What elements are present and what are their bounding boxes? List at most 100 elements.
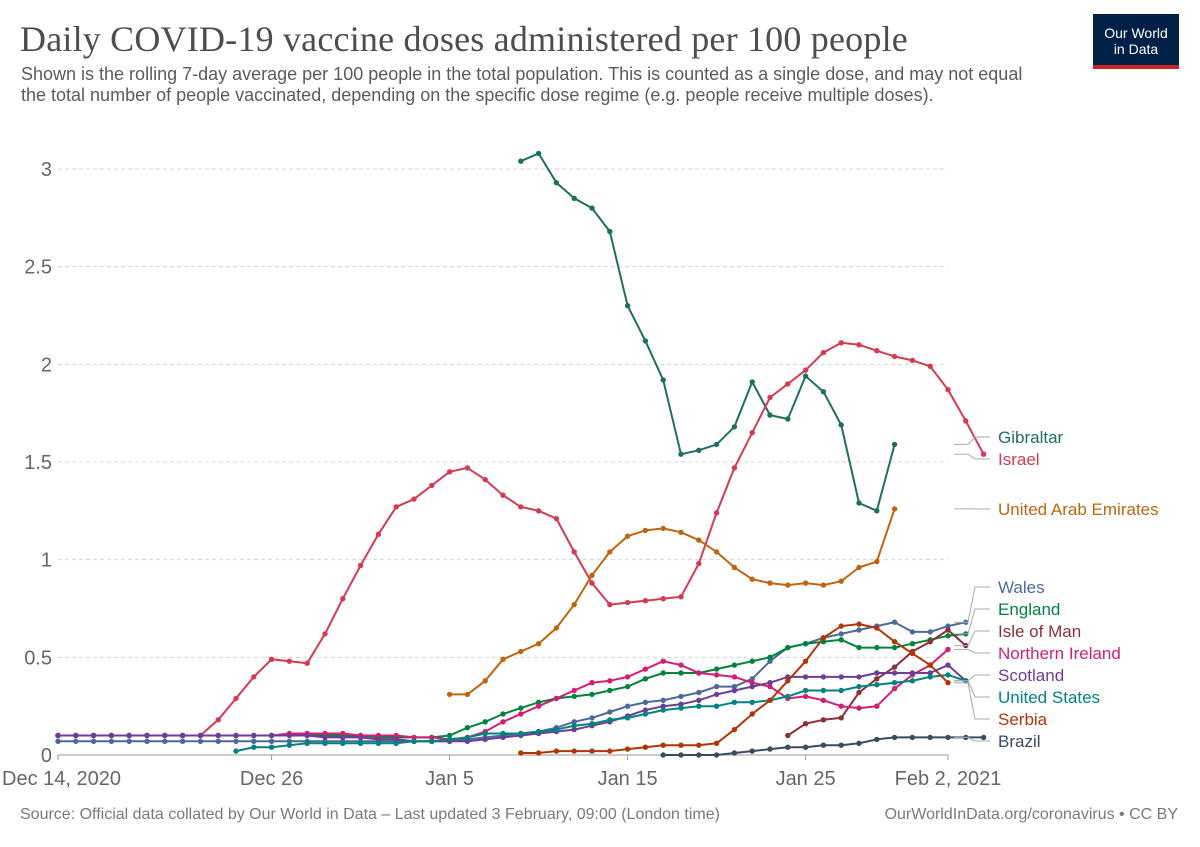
data-point[interactable] [945, 680, 951, 686]
data-point[interactable] [108, 738, 115, 744]
data-point[interactable] [696, 447, 702, 453]
series-label[interactable]: Brazil [998, 732, 1041, 751]
data-point[interactable] [304, 660, 310, 666]
data-point[interactable] [749, 748, 755, 754]
data-point[interactable] [785, 381, 791, 387]
data-point[interactable] [927, 363, 933, 369]
data-point[interactable] [393, 736, 399, 743]
data-point[interactable] [927, 629, 933, 635]
data-point[interactable] [535, 750, 542, 756]
data-point[interactable] [375, 740, 382, 746]
data-point[interactable] [909, 734, 916, 741]
data-point[interactable] [785, 732, 791, 739]
data-point[interactable] [607, 748, 613, 754]
data-point[interactable] [464, 691, 471, 698]
data-point[interactable] [571, 601, 577, 608]
data-point[interactable] [233, 748, 239, 754]
data-point[interactable] [820, 697, 827, 703]
data-point[interactable] [268, 744, 275, 750]
data-point[interactable] [856, 621, 862, 627]
data-point[interactable] [838, 623, 844, 629]
data-point[interactable] [215, 732, 221, 739]
data-point[interactable] [642, 338, 649, 344]
data-point[interactable] [144, 732, 150, 739]
series-line-england[interactable] [58, 632, 966, 739]
series-label[interactable]: Isle of Man [998, 622, 1081, 641]
data-point[interactable] [607, 709, 613, 715]
data-point[interactable] [500, 730, 506, 737]
data-point[interactable] [802, 580, 809, 586]
data-point[interactable] [642, 699, 649, 705]
data-point[interactable] [927, 670, 933, 676]
data-point[interactable] [767, 658, 773, 664]
data-point[interactable] [802, 674, 809, 680]
data-point[interactable] [891, 619, 898, 625]
data-point[interactable] [482, 678, 488, 684]
data-point[interactable] [375, 732, 382, 739]
data-point[interactable] [678, 742, 684, 748]
data-point[interactable] [251, 744, 257, 750]
data-point[interactable] [268, 732, 275, 739]
data-point[interactable] [713, 666, 720, 672]
data-point[interactable] [553, 726, 560, 733]
data-point[interactable] [660, 377, 666, 383]
data-point[interactable] [891, 441, 898, 448]
data-point[interactable] [945, 734, 951, 741]
data-point[interactable] [696, 752, 702, 758]
data-point[interactable] [767, 412, 773, 418]
data-point[interactable] [678, 752, 684, 758]
data-point[interactable] [980, 451, 987, 457]
data-point[interactable] [767, 680, 773, 686]
data-point[interactable] [713, 691, 720, 698]
data-point[interactable] [856, 644, 862, 651]
data-point[interactable] [838, 578, 844, 584]
data-point[interactable] [749, 711, 755, 717]
data-point[interactable] [838, 687, 844, 694]
data-point[interactable] [589, 572, 595, 578]
data-point[interactable] [518, 730, 524, 737]
data-point[interactable] [749, 699, 755, 705]
data-point[interactable] [411, 734, 417, 741]
data-point[interactable] [429, 738, 435, 744]
series-line-gibraltar[interactable] [520, 152, 896, 512]
data-point[interactable] [268, 656, 275, 662]
data-point[interactable] [678, 670, 684, 676]
data-point[interactable] [642, 666, 649, 672]
data-point[interactable] [322, 631, 328, 637]
data-point[interactable] [55, 738, 61, 744]
data-point[interactable] [535, 641, 542, 647]
series-line-scotland[interactable] [58, 664, 967, 743]
data-point[interactable] [927, 734, 933, 741]
data-point[interactable] [589, 580, 595, 586]
data-point[interactable] [322, 730, 328, 737]
data-point[interactable] [304, 740, 310, 746]
data-point[interactable] [927, 662, 933, 668]
data-point[interactable] [642, 527, 649, 534]
data-point[interactable] [589, 721, 595, 727]
data-point[interactable] [340, 740, 346, 746]
data-point[interactable] [607, 717, 613, 723]
data-point[interactable] [518, 711, 524, 717]
data-point[interactable] [891, 664, 898, 670]
data-point[interactable] [891, 680, 898, 686]
data-point[interactable] [73, 732, 79, 739]
data-point[interactable] [571, 195, 577, 201]
data-point[interactable] [713, 703, 720, 709]
data-point[interactable] [838, 637, 844, 643]
data-point[interactable] [874, 508, 880, 514]
data-point[interactable] [500, 492, 506, 498]
data-point[interactable] [802, 687, 809, 694]
data-point[interactable] [785, 644, 791, 651]
data-point[interactable] [856, 564, 862, 571]
data-point[interactable] [642, 744, 649, 750]
data-point[interactable] [411, 738, 417, 744]
data-point[interactable] [642, 707, 649, 713]
data-point[interactable] [589, 691, 595, 698]
data-point[interactable] [90, 732, 97, 739]
data-point[interactable] [891, 670, 898, 676]
data-point[interactable] [749, 658, 755, 664]
data-point[interactable] [713, 740, 720, 746]
data-point[interactable] [874, 625, 880, 631]
data-point[interactable] [713, 549, 720, 555]
data-point[interactable] [553, 515, 560, 522]
